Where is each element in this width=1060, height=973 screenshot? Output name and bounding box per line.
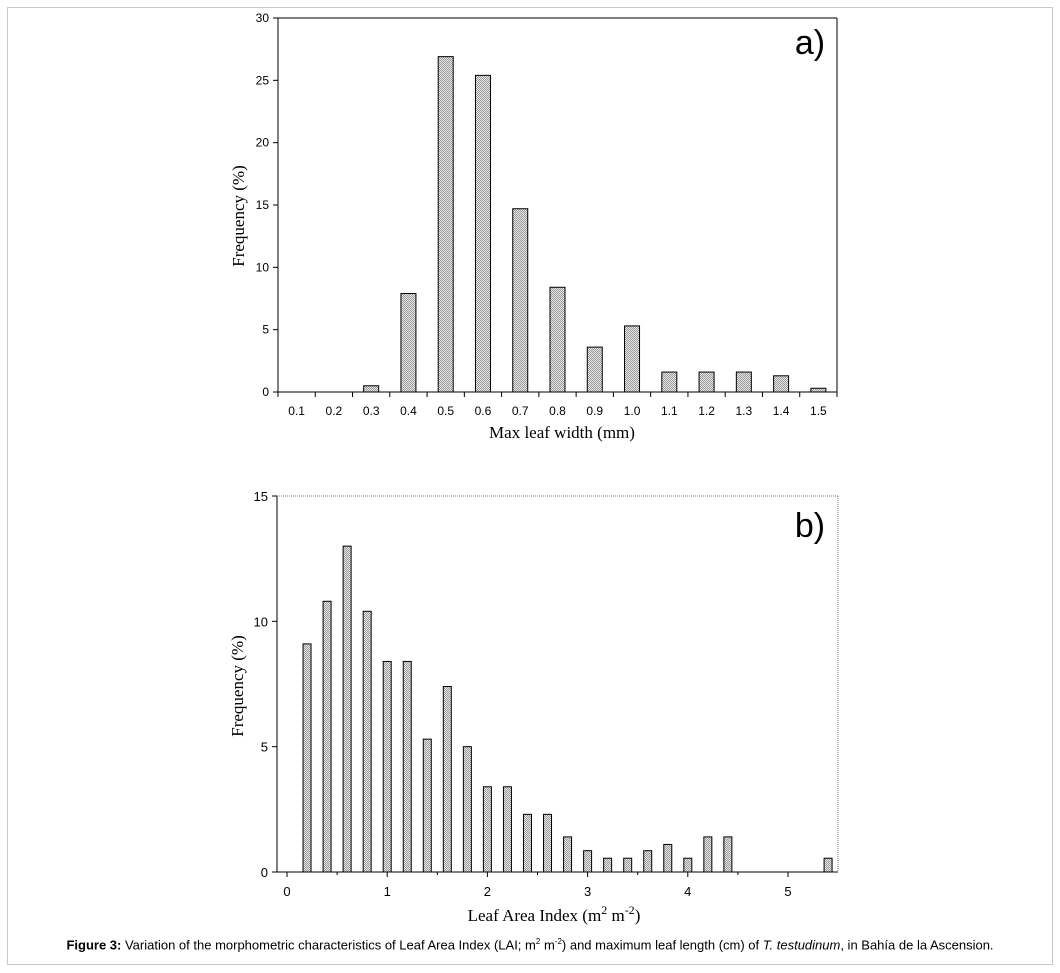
caption-label: Figure 3:: [66, 937, 122, 953]
chart-a-ylabel: Frequency (%): [229, 165, 248, 267]
chart-a-x-tick-label: 1.0: [624, 404, 641, 418]
chart-b-xlabel-end: ): [635, 906, 641, 925]
chart-a-y-tick-label: 5: [262, 323, 269, 337]
chart-a-y-tick-label: 10: [256, 260, 270, 274]
chart-b-bar: [543, 813, 553, 873]
chart-b-y-tick-label: 0: [261, 865, 268, 880]
chart-a-bar: [735, 371, 752, 393]
chart-a: 0.1 0.2 0.3 0.4 0.5 0.6 0.7 0.8 0.9 1.0 1.1 1.2 1.3 1…: [229, 11, 838, 442]
chart-a-xlabel: Max leaf width (mm): [489, 423, 635, 442]
chart-a-bar: [400, 293, 417, 393]
chart-b-bar: [382, 660, 392, 873]
chart-b-x-tick-label: 5: [784, 884, 791, 899]
chart-b-bar: [502, 786, 512, 873]
chart-a-x-tick-label: 1.3: [735, 404, 752, 418]
chart-a-bar: [810, 387, 827, 393]
chart-a-bar: [474, 74, 491, 393]
chart-b-ylabel: Frequency (%): [228, 635, 247, 737]
chart-b-xlabel-mid: m: [607, 906, 624, 925]
chart-b-bar: [342, 545, 352, 873]
chart-a-x-tick-label: 0.7: [512, 404, 529, 418]
chart-a-bar: [512, 208, 529, 393]
chart-a-y-tick-label: 25: [256, 73, 270, 87]
chart-b-bar: [563, 836, 573, 873]
chart-b-y-tick-label: 10: [254, 614, 268, 629]
chart-b-bar: [302, 643, 312, 873]
chart-b-ticks: 0 1 2 3 4 5 0 5 10 15: [254, 489, 792, 899]
figure-caption: Figure 3: Variation of the morphometric …: [0, 937, 1060, 952]
chart-a-bar: [586, 346, 603, 393]
chart-a-y-tick-label: 15: [256, 198, 270, 212]
chart-b-x-tick-label: 4: [684, 884, 691, 899]
caption-text-4: , in Bahía de la Ascension.: [840, 937, 994, 953]
chart-b-bar: [583, 850, 593, 873]
chart-a-x-tick-label: 1.1: [661, 404, 678, 418]
chart-b-y-tick-label: 5: [261, 740, 268, 755]
chart-b-xlabel-sup1: 2: [601, 903, 607, 917]
chart-a-x-tick-label: 0.6: [475, 404, 492, 418]
chart-b-bar: [322, 600, 332, 873]
chart-b-bar: [482, 786, 492, 873]
chart-b-bar: [603, 857, 613, 873]
chart-b-x-tick-label: 1: [384, 884, 391, 899]
caption-species: T. testudinum: [762, 937, 841, 953]
chart-a-x-tick-label: 0.9: [586, 404, 603, 418]
chart-a-bar: [549, 286, 566, 393]
chart-a-x-tick-label: 0.3: [363, 404, 380, 418]
chart-b-bar: [362, 610, 372, 873]
chart-a-y-tick-label: 20: [256, 136, 270, 150]
chart-b-x-tick-label: 3: [584, 884, 591, 899]
chart-b-bar: [422, 738, 432, 873]
caption-sup-1: 2: [535, 937, 541, 946]
chart-b-y-tick-label: 15: [254, 489, 268, 504]
caption-sup-2: -2: [554, 937, 562, 946]
chart-b-x-tick-label: 0: [283, 884, 290, 899]
chart-b-bars: [302, 545, 833, 873]
caption-text-1: Variation of the morphometric characteri…: [121, 937, 536, 953]
chart-b-xlabel-sup2: -2: [625, 903, 635, 917]
chart-a-x-tick-label: 0.2: [326, 404, 343, 418]
chart-a-bar: [773, 375, 790, 393]
caption-text-3: ) and maximum leaf length (cm) of: [561, 937, 763, 953]
chart-a-x-tick-label: 0.5: [437, 404, 454, 418]
chart-b-bar: [823, 857, 833, 873]
chart-b-bar: [643, 850, 653, 873]
chart-a-bar: [363, 385, 380, 393]
chart-b-bar: [442, 686, 452, 873]
chart-a-bar: [698, 371, 715, 393]
chart-a-x-tick-label: 1.5: [810, 404, 827, 418]
chart-b-panel-label: b): [795, 507, 825, 545]
chart-a-x-tick-label: 1.2: [698, 404, 715, 418]
chart-b-bar: [462, 746, 472, 873]
chart-b-xlabel-main: Leaf Area Index (m: [468, 906, 602, 925]
chart-a-bar: [624, 325, 641, 393]
chart-a-bar: [661, 371, 678, 393]
chart-b-x-tick-label: 2: [484, 884, 491, 899]
chart-b-bar: [402, 660, 412, 873]
chart-a-x-tick-label: 0.8: [549, 404, 566, 418]
chart-b-bar: [723, 836, 733, 873]
chart-b-bar: [683, 857, 693, 873]
chart-a-x-tick-label: 1.4: [773, 404, 790, 418]
chart-a-x-tick-label: 0.4: [400, 404, 417, 418]
figure-frame: [7, 7, 1053, 965]
chart-a-bars: [363, 56, 827, 393]
chart-b-bar: [703, 836, 713, 873]
chart-a-panel-label: a): [795, 24, 825, 62]
chart-a-bar: [437, 56, 454, 393]
chart-b-xlabel: Leaf Area Index (m2 m-2): [468, 903, 641, 925]
chart-b-bar: [663, 843, 673, 873]
chart-b-axes: [276, 495, 839, 873]
chart-b-bar: [522, 813, 532, 873]
chart-a-y-tick-label: 30: [256, 11, 270, 25]
chart-a-x-tick-label: 0.1: [288, 404, 305, 418]
caption-text-2: m: [540, 937, 555, 953]
chart-a-y-tick-label: 0: [262, 385, 269, 399]
chart-b-bar: [623, 857, 633, 873]
chart-a-ticks: 0.1 0.2 0.3 0.4 0.5 0.6 0.7 0.8 0.9 1.0 1.1 1.2 1.3 1…: [256, 11, 838, 418]
